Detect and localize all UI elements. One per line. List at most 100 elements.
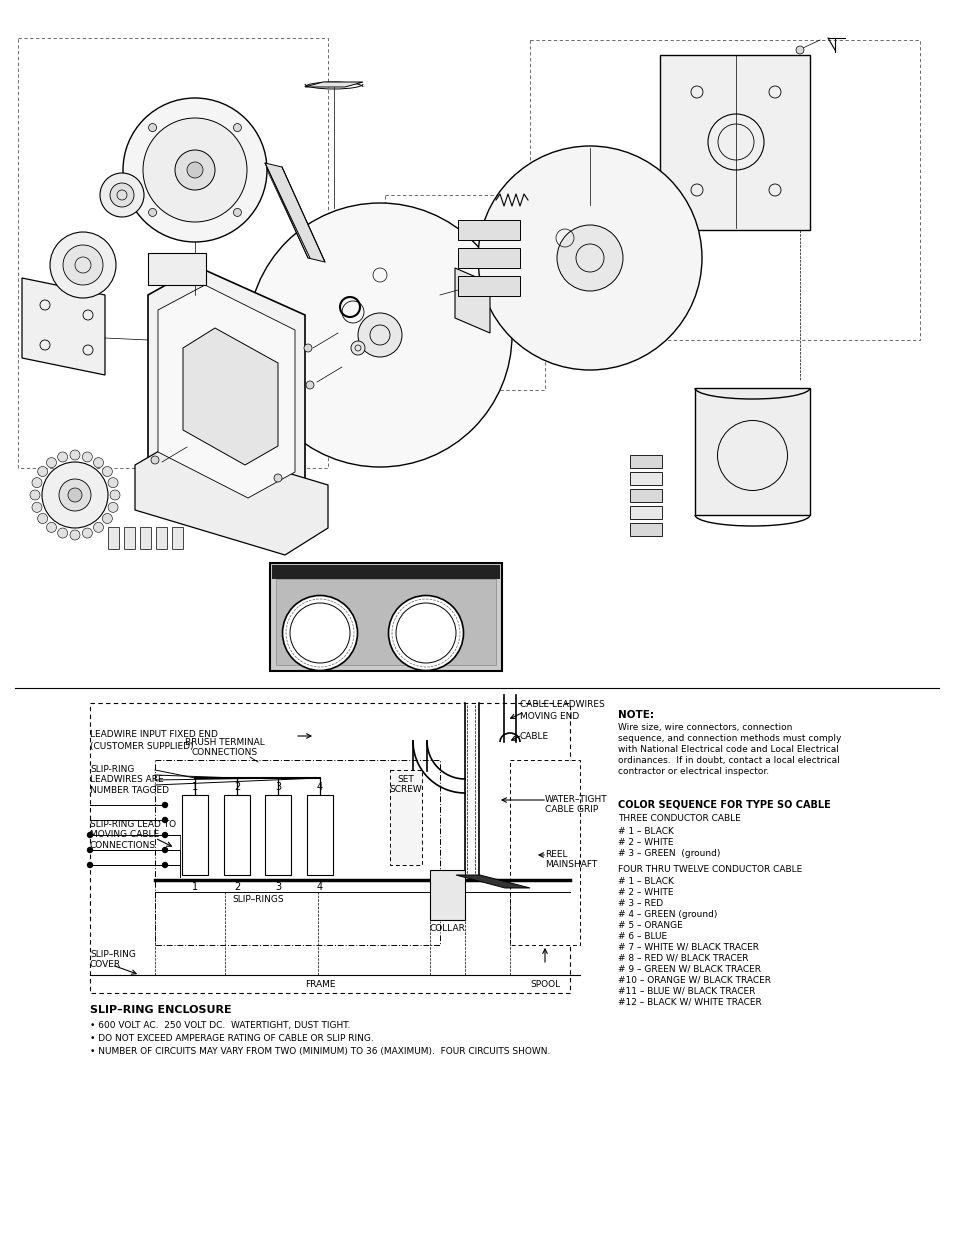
FancyBboxPatch shape (385, 195, 544, 390)
Text: SPOOL: SPOOL (529, 981, 559, 989)
FancyBboxPatch shape (629, 522, 661, 536)
Circle shape (93, 458, 104, 468)
Circle shape (82, 452, 92, 462)
Text: # 3 – RED: # 3 – RED (618, 899, 662, 908)
Circle shape (306, 382, 314, 389)
Text: CABLE LEADWIRES: CABLE LEADWIRES (519, 700, 604, 709)
Circle shape (47, 522, 56, 532)
Text: SLIP-RING LEAD TO
MOVING CABLE
CONNECTIONS: SLIP-RING LEAD TO MOVING CABLE CONNECTIO… (90, 820, 176, 850)
Circle shape (31, 478, 42, 488)
FancyBboxPatch shape (510, 760, 579, 945)
Circle shape (37, 514, 48, 524)
FancyBboxPatch shape (629, 472, 661, 485)
FancyBboxPatch shape (629, 489, 661, 501)
Text: SLIP–RING ENCLOSURE: SLIP–RING ENCLOSURE (90, 1005, 232, 1015)
Circle shape (123, 98, 267, 242)
Circle shape (162, 862, 168, 867)
Polygon shape (659, 56, 809, 230)
Polygon shape (456, 876, 530, 888)
Circle shape (108, 478, 118, 488)
Text: COLLAR: COLLAR (429, 924, 464, 932)
Text: REEL
MAINSHAFT: REEL MAINSHAFT (544, 850, 597, 869)
Circle shape (162, 803, 168, 808)
Text: # 2 – WHITE: # 2 – WHITE (618, 888, 673, 897)
FancyBboxPatch shape (629, 454, 661, 468)
Text: 1: 1 (192, 882, 198, 892)
Text: MOVING END: MOVING END (519, 713, 578, 721)
Circle shape (233, 124, 241, 132)
Circle shape (68, 488, 82, 501)
Text: # 6 – BLUE: # 6 – BLUE (618, 932, 666, 941)
Text: # 4 – GREEN (ground): # 4 – GREEN (ground) (618, 910, 717, 919)
Text: FOUR THRU TWELVE CONDUCTOR CABLE: FOUR THRU TWELVE CONDUCTOR CABLE (618, 864, 801, 874)
Circle shape (50, 232, 116, 298)
Circle shape (143, 119, 247, 222)
Text: 2: 2 (233, 882, 240, 892)
Circle shape (233, 209, 241, 216)
Text: • NUMBER OF CIRCUITS MAY VARY FROM TWO (MINIMUM) TO 36 (MAXIMUM).  FOUR CIRCUITS: • NUMBER OF CIRCUITS MAY VARY FROM TWO (… (90, 1047, 550, 1056)
Circle shape (82, 529, 92, 538)
Text: contractor or electrical inspector.: contractor or electrical inspector. (618, 767, 768, 776)
Circle shape (275, 776, 280, 781)
FancyBboxPatch shape (457, 220, 519, 240)
FancyBboxPatch shape (275, 579, 496, 664)
Circle shape (30, 490, 40, 500)
Circle shape (304, 345, 312, 352)
Text: 3: 3 (274, 882, 281, 892)
Circle shape (162, 818, 168, 823)
Text: NOTE:: NOTE: (618, 710, 654, 720)
Text: FRAME: FRAME (304, 981, 335, 989)
Text: 3: 3 (274, 782, 281, 792)
Text: ordinances.  If in doubt, contact a local electrical: ordinances. If in doubt, contact a local… (618, 756, 839, 764)
Text: # 9 – GREEN W/ BLACK TRACER: # 9 – GREEN W/ BLACK TRACER (618, 965, 760, 974)
Circle shape (59, 479, 91, 511)
FancyBboxPatch shape (530, 40, 919, 340)
Circle shape (100, 173, 144, 217)
Circle shape (63, 245, 103, 285)
Circle shape (37, 467, 48, 477)
FancyBboxPatch shape (270, 563, 501, 671)
FancyBboxPatch shape (457, 275, 519, 296)
FancyBboxPatch shape (140, 527, 151, 550)
Circle shape (88, 832, 92, 837)
FancyBboxPatch shape (90, 703, 569, 993)
Text: 4: 4 (316, 782, 323, 792)
Text: # 1 – BLACK: # 1 – BLACK (618, 877, 673, 885)
Circle shape (795, 46, 803, 54)
Text: Wire size, wire connectors, connection: Wire size, wire connectors, connection (618, 722, 792, 732)
Circle shape (477, 146, 701, 370)
Circle shape (149, 209, 156, 216)
Circle shape (110, 490, 120, 500)
Polygon shape (135, 440, 328, 555)
Text: 4: 4 (316, 882, 323, 892)
Ellipse shape (388, 595, 463, 671)
Circle shape (88, 862, 92, 867)
Text: # 5 – ORANGE: # 5 – ORANGE (618, 921, 682, 930)
FancyBboxPatch shape (390, 769, 421, 864)
Circle shape (357, 312, 401, 357)
FancyBboxPatch shape (695, 388, 809, 515)
Circle shape (88, 847, 92, 852)
Circle shape (93, 522, 104, 532)
Text: LEADWIRE INPUT FIXED END: LEADWIRE INPUT FIXED END (90, 730, 217, 739)
Text: WATER–TIGHT
CABLE GRIP: WATER–TIGHT CABLE GRIP (544, 795, 607, 814)
FancyBboxPatch shape (124, 527, 135, 550)
FancyBboxPatch shape (272, 564, 499, 579)
Text: (CUSTOMER SUPPLIED): (CUSTOMER SUPPLIED) (90, 742, 193, 751)
Text: #11 – BLUE W/ BLACK TRACER: #11 – BLUE W/ BLACK TRACER (618, 987, 755, 995)
Text: THREE CONDUCTOR CABLE: THREE CONDUCTOR CABLE (618, 814, 740, 823)
Polygon shape (22, 278, 105, 375)
Text: COLOR SEQUENCE FOR TYPE SO CABLE: COLOR SEQUENCE FOR TYPE SO CABLE (618, 800, 830, 810)
Text: SLIP-RING
LEADWIRES ARE
NUMBER TAGGED: SLIP-RING LEADWIRES ARE NUMBER TAGGED (90, 764, 169, 795)
FancyBboxPatch shape (430, 869, 464, 920)
Text: • 600 VOLT AC.  250 VOLT DC.  WATERTIGHT, DUST TIGHT.: • 600 VOLT AC. 250 VOLT DC. WATERTIGHT, … (90, 1021, 350, 1030)
Circle shape (162, 847, 168, 852)
Circle shape (557, 225, 622, 291)
Polygon shape (455, 268, 490, 333)
Circle shape (193, 776, 197, 781)
Circle shape (187, 162, 203, 178)
FancyBboxPatch shape (18, 38, 328, 468)
Circle shape (274, 474, 282, 482)
FancyBboxPatch shape (156, 527, 167, 550)
Text: # 1 – BLACK: # 1 – BLACK (618, 827, 673, 836)
